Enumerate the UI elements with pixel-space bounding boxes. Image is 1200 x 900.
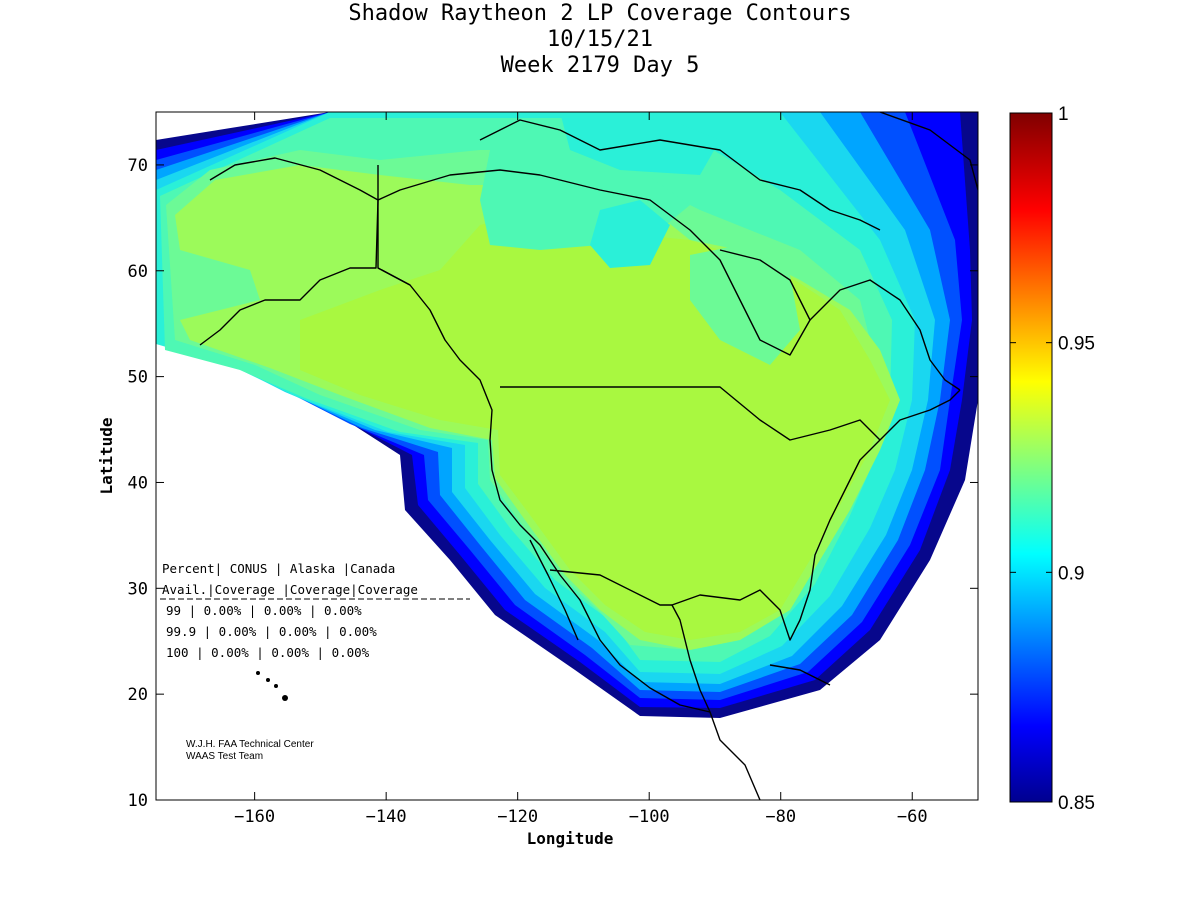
y-tick-label: 10 xyxy=(128,791,148,811)
x-tick-label: −160 xyxy=(234,807,275,827)
x-axis-label: Longitude xyxy=(527,829,614,848)
cuba xyxy=(769,664,831,686)
colorbar-tick-label: 0.9 xyxy=(1058,563,1084,584)
coastline-pacific xyxy=(377,267,711,713)
border-us-canada xyxy=(500,386,881,441)
table-header-2: Avail.|Coverage |Coverage|Coverage xyxy=(162,582,418,597)
x-tick-label: −60 xyxy=(897,807,928,827)
table-row-100: 100 | 0.00% | 0.00% | 0.00% xyxy=(166,645,370,660)
credit-line-1: W.J.H. FAA Technical Center xyxy=(186,739,314,750)
map-plot-area: Percent| CONUS | Alaska |Canada Avail.|C… xyxy=(155,111,979,801)
table-row-99: 99 | 0.00% | 0.00% | 0.00% xyxy=(166,603,362,618)
coverage-contours: Percent| CONUS | Alaska |Canada Avail.|C… xyxy=(156,112,978,800)
map-date: 10/15/21 xyxy=(547,27,653,52)
map-frame xyxy=(155,111,979,801)
y-tick-label: 30 xyxy=(128,579,148,599)
x-tick-label: −120 xyxy=(497,807,538,827)
coastline-arctic-islands xyxy=(479,119,881,231)
x-tick-label: −140 xyxy=(366,807,407,827)
x-tick-label: −80 xyxy=(765,807,796,827)
x-tick-label: −100 xyxy=(629,807,670,827)
y-tick-label: 20 xyxy=(128,685,148,705)
colorbar-tick-label: 0.95 xyxy=(1058,334,1095,355)
colorbar-tick-label: 1 xyxy=(1058,104,1069,125)
credit-line-2: WAAS Test Team xyxy=(186,751,263,762)
coverage-hole-hudson xyxy=(690,245,800,365)
colorbar-gradient xyxy=(1009,112,1053,803)
y-tick-label: 60 xyxy=(128,262,148,282)
y-axis-label: Latitude xyxy=(97,417,116,494)
coastline-labrador xyxy=(809,279,961,391)
y-tick-label: 70 xyxy=(128,156,148,176)
central-america xyxy=(709,711,761,800)
y-tick-label: 40 xyxy=(128,473,148,493)
coastline-gulf xyxy=(671,389,961,713)
map-outlines xyxy=(199,112,978,800)
border-alaska-canada xyxy=(377,165,411,286)
x-axis: −160 −140 −120 −100 −80 −60 xyxy=(234,112,928,827)
map-week-day: Week 2179 Day 5 xyxy=(500,53,700,78)
colorbar-tick-label: 0.85 xyxy=(1058,793,1095,814)
colorbar-ticks: 0.85 0.9 0.95 1 xyxy=(1010,104,1095,814)
table-row-99-9: 99.9 | 0.00% | 0.00% | 0.00% xyxy=(166,624,377,639)
y-axis: 10 20 30 40 50 60 70 xyxy=(128,156,978,811)
border-us-mexico xyxy=(549,569,672,606)
coverage-summary-table: Percent| CONUS | Alaska |Canada Avail.|C… xyxy=(160,561,470,660)
coastline-alaska xyxy=(199,157,379,346)
y-tick-label: 50 xyxy=(128,368,148,388)
map-title: Shadow Raytheon 2 LP Coverage Contours xyxy=(348,1,852,26)
coastline-canada-north xyxy=(377,169,811,356)
greenland xyxy=(879,112,978,191)
hawaii-islands xyxy=(256,671,288,701)
colorbar: 0.85 0.9 0.95 1 xyxy=(1009,104,1095,814)
table-header-1: Percent| CONUS | Alaska |Canada xyxy=(162,561,395,576)
coverage-hole-inner xyxy=(590,200,670,268)
coastline-baja xyxy=(529,539,579,641)
